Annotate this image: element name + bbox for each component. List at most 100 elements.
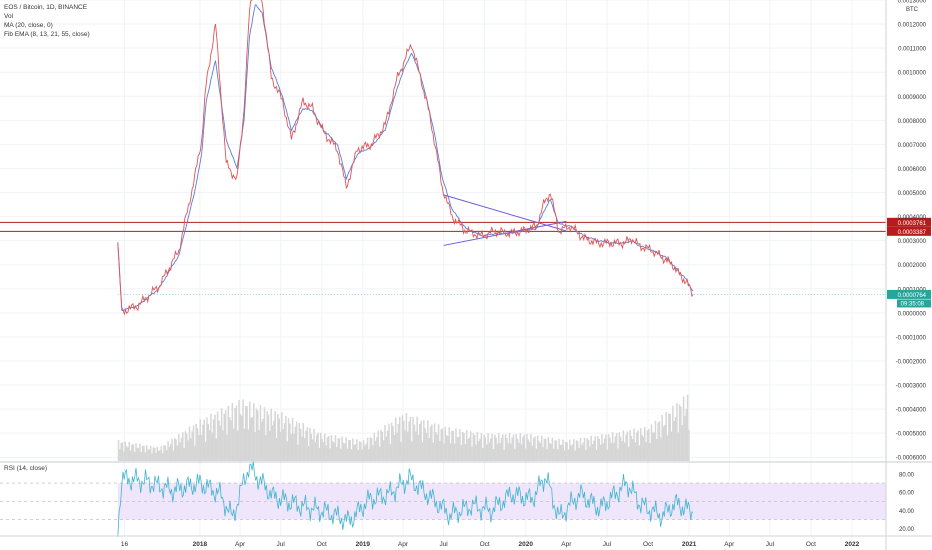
y-tick-label: 0.0012000 xyxy=(898,23,927,29)
rsi-line xyxy=(117,460,694,537)
volume-bar xyxy=(479,438,481,461)
volume-bar xyxy=(346,448,349,461)
volume-bar xyxy=(263,407,266,461)
volume-bar xyxy=(547,437,550,461)
volume-bar xyxy=(673,420,675,461)
x-tick-label: Oct xyxy=(317,541,327,548)
volume-bar xyxy=(163,445,165,461)
y-tick-label: -0.0005000 xyxy=(896,432,927,438)
volume-bar xyxy=(132,444,135,461)
y-tick-label: -0.0001000 xyxy=(896,335,927,341)
volume-bar xyxy=(230,420,232,461)
rsi-band xyxy=(0,482,886,520)
y-tick-label: 0.0008000 xyxy=(898,119,927,125)
volume-bar xyxy=(151,453,153,461)
volume-bar xyxy=(307,446,310,461)
volume-bar xyxy=(208,430,211,461)
volume-bar xyxy=(265,435,267,461)
volume-bar xyxy=(372,445,374,461)
volume-bar xyxy=(253,403,255,461)
volume-bar xyxy=(124,441,126,461)
volume-bar xyxy=(609,437,611,461)
volume-bar xyxy=(381,431,384,461)
volume-bar xyxy=(286,441,288,461)
last-price-value: 0.0000764 xyxy=(898,293,927,299)
countdown-badge xyxy=(897,299,931,308)
y-tick-label: -0.0002000 xyxy=(896,359,927,365)
x-tick-label: 2022 xyxy=(845,541,860,548)
volume-bar xyxy=(342,442,345,461)
volume-bar xyxy=(503,449,505,461)
volume-bar xyxy=(393,434,396,461)
volume-bar xyxy=(330,435,333,461)
indicator-fib-ema[interactable]: Fib EMA (8, 13, 21, 55, close) xyxy=(4,31,90,38)
volume-bar xyxy=(121,442,124,461)
volume-bar xyxy=(317,432,319,461)
volume-bar xyxy=(415,431,417,461)
horizontal-lines[interactable]: 0.0003761 0.0003387 xyxy=(0,217,931,236)
volume-bar xyxy=(574,450,576,461)
rsi-legend[interactable]: RSI (14, close) xyxy=(4,465,47,472)
countdown-value: 09:35:08 xyxy=(901,301,925,307)
volume-bar xyxy=(289,423,291,461)
volume-bar xyxy=(357,450,359,461)
volume-bar xyxy=(353,444,355,461)
volume-bar xyxy=(235,405,238,461)
volume-bar xyxy=(481,448,484,461)
volume-bar xyxy=(179,442,181,461)
volume-bar xyxy=(321,438,323,461)
volume-bar xyxy=(471,446,473,461)
volume-bar xyxy=(131,444,133,461)
triangle-trendlines[interactable] xyxy=(443,194,567,246)
volume-bar xyxy=(660,437,662,461)
volume-bar xyxy=(524,448,527,461)
x-tick-label: Jul xyxy=(766,541,775,548)
volume-bar xyxy=(538,441,540,461)
volume-bars xyxy=(117,394,690,461)
volume-bar xyxy=(211,432,214,461)
volume-bar xyxy=(400,442,402,461)
volume-bar xyxy=(515,434,517,461)
volume-bar xyxy=(183,447,185,461)
volume-bar xyxy=(536,435,539,461)
volume-bar xyxy=(473,435,476,461)
volume-bar xyxy=(223,413,226,461)
volume-bar xyxy=(556,449,559,461)
volume-bar xyxy=(182,432,184,461)
volume-bar xyxy=(250,417,252,461)
volume-bar xyxy=(195,423,197,461)
volume-bar xyxy=(219,425,222,461)
x-tick-label: 16 xyxy=(121,541,129,548)
symbol-title[interactable]: EOS / Bitcoin, 1D, BINANCE xyxy=(4,4,88,11)
volume-bar xyxy=(487,433,489,461)
volume-bar xyxy=(629,430,631,461)
volume-bar xyxy=(392,426,394,461)
volume-bar xyxy=(461,431,464,461)
volume-bar xyxy=(618,432,621,461)
volume-bar xyxy=(518,442,520,461)
y-tick-label: 0.0009000 xyxy=(898,95,927,101)
x-tick-label: Apr xyxy=(398,541,409,548)
volume-bar xyxy=(644,426,646,461)
volume-bar xyxy=(486,444,488,461)
volume-bar xyxy=(569,439,571,461)
volume-bar xyxy=(326,437,329,461)
volume-bar xyxy=(429,426,432,461)
volume-bar xyxy=(297,444,299,461)
volume-bar xyxy=(227,405,230,461)
volume-bar xyxy=(218,420,220,461)
volume-bar xyxy=(625,434,627,461)
y-tick-label: 0.0011000 xyxy=(898,47,927,53)
x-tick-label: 2021 xyxy=(682,541,697,548)
volume-bar xyxy=(242,399,244,461)
indicator-vol[interactable]: Vol xyxy=(4,13,14,20)
indicator-ma[interactable]: MA (20, close, 0) xyxy=(4,22,53,29)
x-tick-label: Oct xyxy=(480,541,490,548)
volume-bar xyxy=(510,443,512,461)
volume-bar xyxy=(184,431,187,461)
volume-bar xyxy=(475,444,477,461)
volume-bar xyxy=(187,440,189,461)
volume-bar xyxy=(309,427,311,461)
volume-bar xyxy=(449,443,452,461)
